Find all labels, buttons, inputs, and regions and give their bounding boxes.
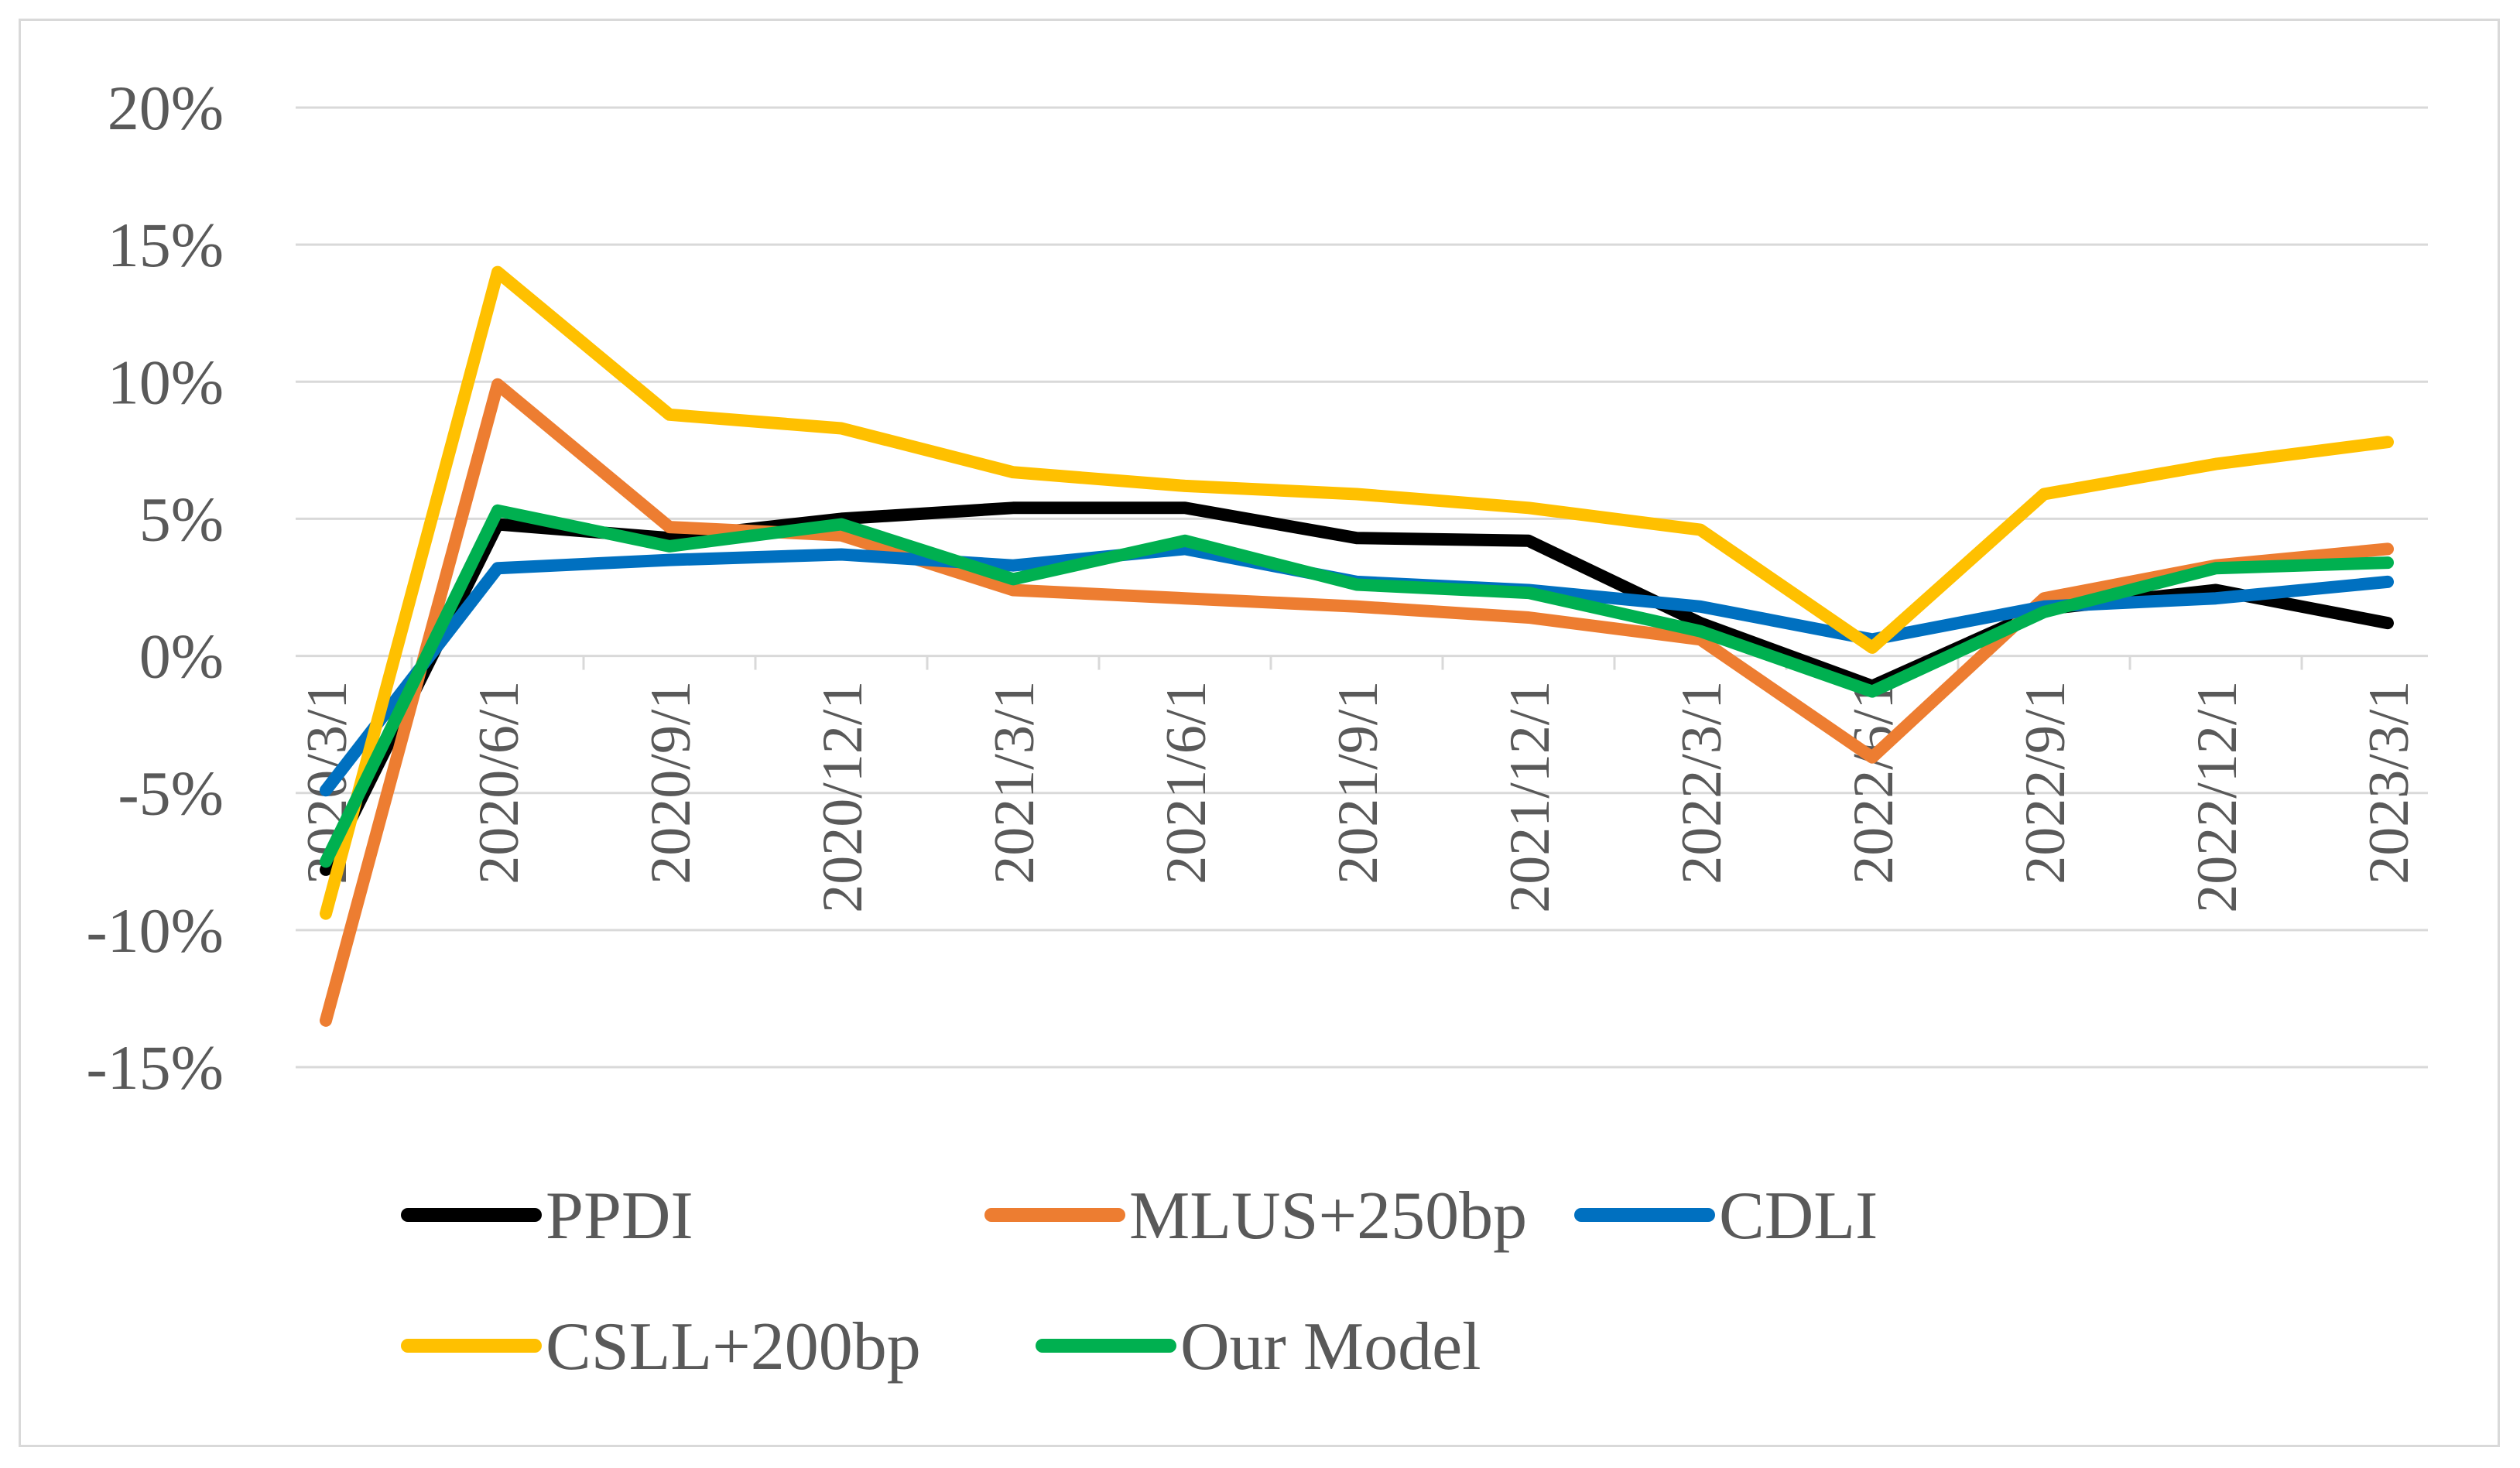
y-tick-label: 0% xyxy=(139,621,224,692)
legend-label: CSLL+200bp xyxy=(546,1309,921,1384)
x-tick-label: 2022/12/1 xyxy=(2186,681,2249,913)
x-axis-ticks: 2020/3/1 2020/6/1 2020/9/1 2020/12/1 2021/3/… xyxy=(296,681,2421,913)
x-tick-label: 2021/6/1 xyxy=(1155,681,1218,885)
x-tick-label: 2021/3/1 xyxy=(983,681,1046,885)
y-axis-ticks: 20% 15% 10% 5% 0% -5% -10% -15% xyxy=(86,73,224,1103)
legend-label: PPDI xyxy=(546,1179,693,1254)
y-tick-label: 20% xyxy=(108,73,224,143)
x-tick-label: 2023/3/1 xyxy=(2357,681,2421,885)
series-line-mlus-250bp xyxy=(320,378,2394,1027)
y-tick-label: -10% xyxy=(86,895,224,966)
legend: PPDI MLUS+250bp CDLI CSLL+200bp Our Model xyxy=(401,1179,1878,1384)
legend-label: CDLI xyxy=(1719,1179,1878,1254)
y-tick-label: 10% xyxy=(108,347,224,417)
x-tick-label: 2021/9/1 xyxy=(1327,681,1390,885)
x-tick-label: 2020/9/1 xyxy=(639,681,703,885)
chart-frame: 20% 15% 10% 5% 0% -5% -10% -15% 2020/3/1 2020/6/… xyxy=(19,19,2500,1447)
y-tick-label: 15% xyxy=(108,210,224,280)
x-tick-label: 2020/6/1 xyxy=(467,681,531,885)
x-tick-label: 2022/9/1 xyxy=(2014,681,2077,885)
legend-label: Our Model xyxy=(1180,1309,1481,1384)
line-chart: 20%15%10%5%0%-5%-10%-15% 2020/3/1 2020/6/… xyxy=(86,73,2428,1384)
series-lines xyxy=(320,265,2394,1027)
x-tick-label: 2022/3/1 xyxy=(1670,681,1734,885)
x-tick-label: 2020/12/1 xyxy=(811,681,875,913)
y-tick-label: -5% xyxy=(118,758,224,829)
series-line-csll-200bp xyxy=(320,265,2394,920)
legend-label: MLUS+250bp xyxy=(1129,1179,1527,1254)
y-tick-label: -15% xyxy=(86,1032,224,1103)
x-tick-label: 2022/6/1 xyxy=(1842,681,1905,885)
y-tick-label: 5% xyxy=(139,484,224,554)
series-line-our-model xyxy=(320,504,2394,868)
x-tick-label: 2021/12/1 xyxy=(1498,681,1562,913)
